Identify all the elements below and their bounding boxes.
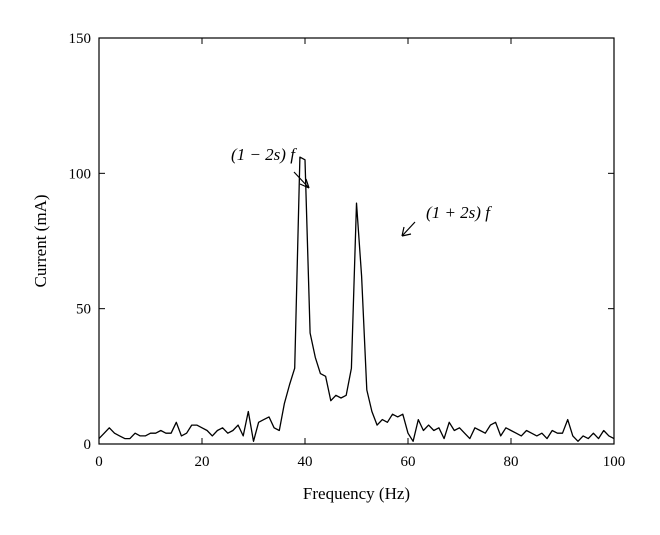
annotation-label: (1 + 2s) f (426, 203, 492, 222)
x-tick-label: 0 (95, 454, 103, 470)
plot-frame (98, 37, 615, 445)
x-tick-label: 20 (195, 454, 210, 470)
y-tick-label: 50 (76, 302, 91, 318)
annotation-arrowhead (299, 178, 310, 189)
annotation-arrow (401, 221, 416, 237)
axis-ticks (98, 37, 615, 445)
x-tick-label: 60 (401, 454, 416, 470)
annotation-label: (1 − 2s) f (231, 145, 297, 164)
y-axis-title: Current (mA) (31, 194, 50, 287)
annotation-arrow (293, 171, 310, 189)
x-tick-label: 80 (504, 454, 519, 470)
annotation-arrowhead (401, 226, 412, 237)
y-tick-label: 150 (69, 31, 92, 47)
annotations: (1 − 2s) f (1 + 2s) f (231, 145, 492, 237)
axis-tick-labels: 0 20 40 60 80 100 0 50 100 150 (69, 31, 626, 470)
x-tick-label: 40 (298, 454, 313, 470)
y-tick-label: 0 (84, 437, 92, 453)
x-axis-title: Frequency (Hz) (303, 484, 410, 503)
x-tick-label: 100 (603, 454, 626, 470)
y-tick-label: 100 (69, 166, 92, 182)
series-line (98, 156, 615, 442)
